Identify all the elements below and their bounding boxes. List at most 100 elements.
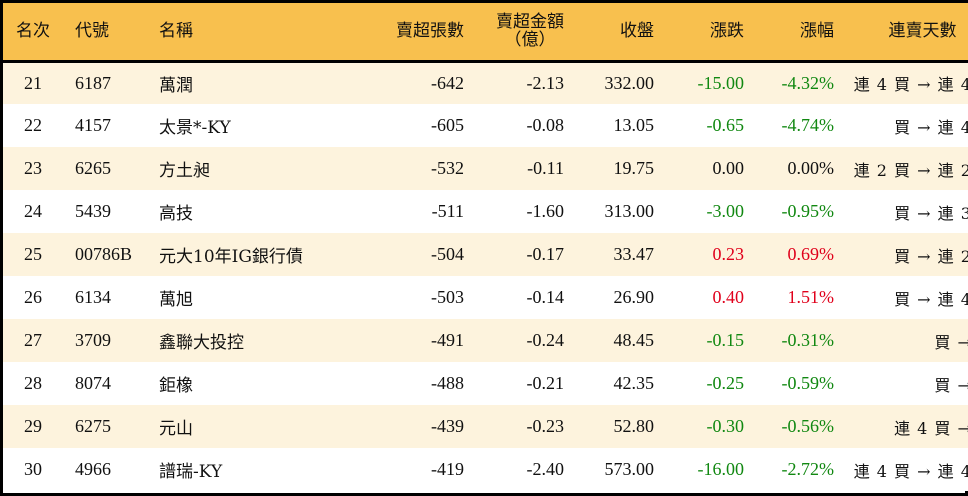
rank-cell: 29 <box>24 416 42 436</box>
code-cell[interactable]: 3709 <box>75 330 111 350</box>
table-row[interactable]: 30 4966 譜瑞-KY -419 -2.40 573.00 -16.00 -… <box>3 448 968 491</box>
name-cell[interactable]: 萬旭 <box>159 290 193 310</box>
streak-cell: 連 4 買 → 賣 <box>894 418 968 438</box>
name-cell[interactable]: 鑫聯大投控 <box>159 333 244 353</box>
rank-cell: 28 <box>24 373 42 393</box>
rank-cell: 21 <box>24 72 42 93</box>
table-row[interactable]: 29 6275 元山 -439 -0.23 52.80 -0.30 -0.56%… <box>3 405 968 448</box>
header-change[interactable]: 漲跌 <box>710 20 744 41</box>
change-pct-cell: -0.95% <box>781 201 835 221</box>
rank-cell: 30 <box>24 459 42 479</box>
header-code[interactable]: 代號 <box>75 20 109 41</box>
rank-cell: 27 <box>24 330 42 350</box>
header-net-sell-amount-line2: （億） <box>504 30 556 51</box>
code-cell[interactable]: 4966 <box>75 459 111 479</box>
net-sell-amount-cell: -0.08 <box>526 115 565 135</box>
streak-cell: 買 → 連 4 賣 <box>894 289 968 309</box>
table-row[interactable]: 25 00786B 元大10年IG銀行債 -504 -0.17 33.47 0.… <box>3 233 968 276</box>
table-row[interactable]: 23 6265 方土昶 -532 -0.11 19.75 0.00 0.00% … <box>3 147 968 190</box>
change-pct-cell: -0.59% <box>781 373 835 393</box>
table-row[interactable]: 27 3709 鑫聯大投控 -491 -0.24 48.45 -0.15 -0.… <box>3 319 968 362</box>
change-pct-cell: 0.69% <box>787 244 835 264</box>
header-net-sell-amount-line1: 賣超金額 <box>496 12 564 33</box>
change-pct-cell: -4.32% <box>781 72 835 93</box>
net-sell-ranking-table: 名次 代號 名稱 賣超張數 賣超金額 （億） 收盤 漲跌 漲幅 連賣天數 21 <box>3 3 968 491</box>
net-sell-amount-cell: -0.24 <box>526 330 565 350</box>
streak-cell: 連 2 買 → 連 2 賣 <box>853 160 968 180</box>
code-cell[interactable]: 4157 <box>75 115 111 135</box>
close-cell: 13.05 <box>613 115 655 135</box>
header-name[interactable]: 名稱 <box>159 20 193 41</box>
close-cell: 332.00 <box>604 72 655 93</box>
close-cell: 573.00 <box>604 459 655 479</box>
streak-cell: 買 → 連 4 賣 <box>894 117 968 137</box>
net-sell-amount-cell: -1.60 <box>526 201 565 221</box>
header-row: 名次 代號 名稱 賣超張數 賣超金額 （億） 收盤 漲跌 漲幅 連賣天數 <box>3 3 968 61</box>
close-cell: 42.35 <box>613 373 655 393</box>
change-cell: -15.00 <box>697 72 745 93</box>
net-sell-amount-cell: -0.23 <box>526 416 565 436</box>
code-cell[interactable]: 8074 <box>75 373 111 393</box>
header-streak[interactable]: 連賣天數 <box>888 20 957 41</box>
streak-cell: 買 → 賣 <box>934 375 968 395</box>
header-rank[interactable]: 名次 <box>16 20 50 41</box>
name-cell[interactable]: 元大10年IG銀行債 <box>159 247 303 267</box>
table-row[interactable]: 21 6187 萬潤 -642 -2.13 332.00 -15.00 -4.3… <box>3 61 968 104</box>
rank-cell: 23 <box>24 158 42 178</box>
close-cell: 19.75 <box>613 158 655 178</box>
name-cell[interactable]: 高技 <box>159 204 193 224</box>
close-cell: 313.00 <box>604 201 655 221</box>
net-sell-amount-cell: -0.17 <box>526 244 565 264</box>
change-cell: -0.25 <box>706 373 745 393</box>
table-row[interactable]: 24 5439 高技 -511 -1.60 313.00 -3.00 -0.95… <box>3 190 968 233</box>
code-cell[interactable]: 6265 <box>75 158 111 178</box>
net-sell-amount-cell: -0.21 <box>526 373 565 393</box>
close-cell: 26.90 <box>613 287 655 307</box>
table-header: 名次 代號 名稱 賣超張數 賣超金額 （億） 收盤 漲跌 漲幅 連賣天數 <box>3 3 968 61</box>
close-cell: 48.45 <box>613 330 655 350</box>
close-cell: 52.80 <box>613 416 655 436</box>
name-cell[interactable]: 太景*-KY <box>159 118 231 138</box>
table-row[interactable]: 22 4157 太景*-KY -605 -0.08 13.05 -0.65 -4… <box>3 104 968 147</box>
change-cell: -0.65 <box>706 115 745 135</box>
header-net-sell-lots[interactable]: 賣超張數 <box>396 20 464 41</box>
code-cell[interactable]: 6187 <box>75 72 111 93</box>
change-cell: -0.15 <box>706 330 745 350</box>
streak-cell: 買 → 連 2 賣 <box>894 246 968 266</box>
rank-cell: 24 <box>24 201 42 221</box>
streak-cell: 買 → 連 3 賣 <box>894 203 968 223</box>
change-cell: 0.23 <box>712 244 745 264</box>
rank-cell: 22 <box>24 115 42 135</box>
change-pct-cell: -2.72% <box>781 459 835 479</box>
streak-cell: 連 4 買 → 連 4 賣 <box>853 461 968 481</box>
code-cell[interactable]: 6275 <box>75 416 111 436</box>
change-pct-cell: 1.51% <box>787 287 835 307</box>
change-cell: -0.30 <box>706 416 745 436</box>
change-cell: 0.40 <box>712 287 745 307</box>
header-net-sell-amount[interactable]: 賣超金額 （億） <box>470 3 570 61</box>
change-pct-cell: -0.56% <box>781 416 835 436</box>
name-cell[interactable]: 萬潤 <box>159 75 193 96</box>
net-sell-lots-cell: -419 <box>431 459 464 479</box>
streak-cell: 買 → 賣 <box>934 332 968 352</box>
net-sell-lots-cell: -488 <box>431 373 464 393</box>
net-sell-lots-cell: -504 <box>431 244 464 264</box>
name-cell[interactable]: 譜瑞-KY <box>159 462 223 482</box>
code-cell[interactable]: 6134 <box>75 287 111 307</box>
net-sell-lots-cell: -532 <box>431 158 464 178</box>
code-cell[interactable]: 00786B <box>75 244 133 264</box>
table-body: 21 6187 萬潤 -642 -2.13 332.00 -15.00 -4.3… <box>3 61 968 491</box>
name-cell[interactable]: 元山 <box>159 419 193 439</box>
name-cell[interactable]: 方土昶 <box>159 161 210 181</box>
table-row[interactable]: 28 8074 鉅橡 -488 -0.21 42.35 -0.25 -0.59%… <box>3 362 968 405</box>
header-close[interactable]: 收盤 <box>620 20 654 41</box>
net-sell-amount-cell: -0.11 <box>527 158 564 178</box>
change-cell: 0.00 <box>712 158 745 178</box>
table-row[interactable]: 26 6134 萬旭 -503 -0.14 26.90 0.40 1.51% 買… <box>3 276 968 319</box>
net-sell-lots-cell: -642 <box>431 72 464 93</box>
net-sell-lots-cell: -491 <box>431 330 464 350</box>
change-cell: -16.00 <box>697 459 745 479</box>
name-cell[interactable]: 鉅橡 <box>159 376 193 396</box>
header-change-pct[interactable]: 漲幅 <box>800 20 834 41</box>
code-cell[interactable]: 5439 <box>75 201 111 221</box>
